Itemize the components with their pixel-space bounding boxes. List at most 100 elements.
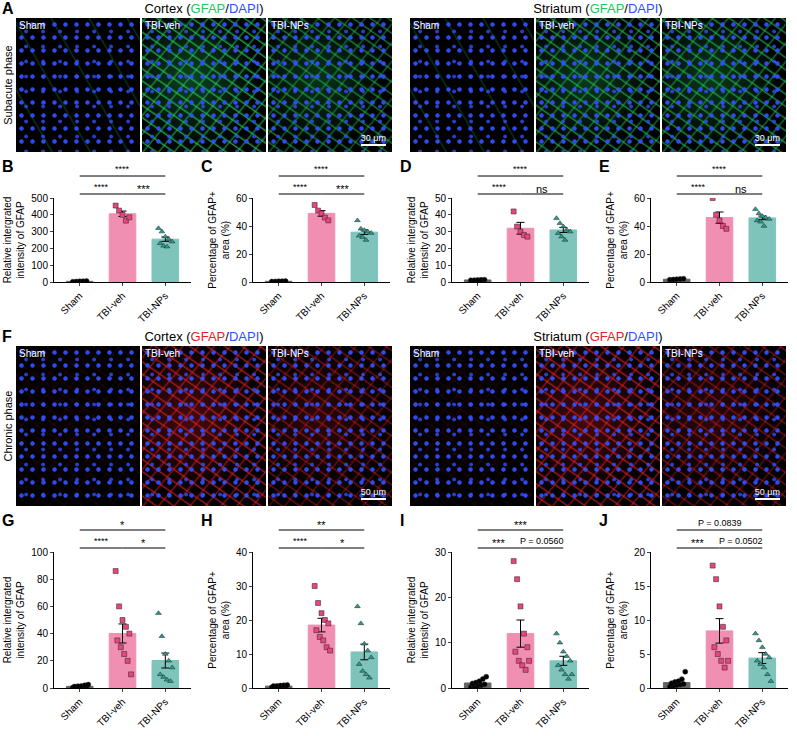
svg-text:****: **** [94, 182, 109, 192]
svg-text:****: **** [115, 164, 130, 174]
svg-text:P = 0.0502: P = 0.0502 [719, 536, 763, 546]
svg-text:Sham: Sham [257, 696, 283, 722]
svg-text:Percentage of GFAP+area (%): Percentage of GFAP+area (%) [605, 571, 629, 669]
svg-text:TBI-NPs: TBI-NPs [733, 696, 767, 730]
svg-text:Percentage of GFAP+area (%): Percentage of GFAP+area (%) [207, 571, 231, 669]
svg-text:****: **** [492, 182, 507, 192]
svg-text:300: 300 [31, 226, 48, 237]
svg-text:60: 60 [37, 601, 49, 612]
svg-text:***: *** [336, 183, 350, 195]
svg-text:10: 10 [435, 637, 447, 648]
svg-text:50: 50 [435, 193, 447, 204]
svg-text:***: *** [137, 183, 151, 195]
svg-text:P = 0.0560: P = 0.0560 [520, 536, 564, 546]
svg-text:Sham: Sham [257, 290, 283, 316]
svg-text:ns: ns [735, 183, 747, 195]
svg-text:****: **** [513, 164, 528, 174]
svg-text:0: 0 [440, 277, 446, 288]
svg-text:Sham: Sham [58, 290, 84, 316]
svg-text:Relative intergratedintensity: Relative intergratedintensity of GFAP [406, 197, 430, 284]
svg-text:400: 400 [31, 209, 48, 220]
svg-text:TBI-veh: TBI-veh [294, 290, 327, 323]
svg-text:*: * [340, 537, 345, 549]
svg-text:****: **** [691, 182, 706, 192]
svg-text:**: ** [317, 519, 326, 531]
svg-text:40: 40 [634, 221, 646, 232]
svg-text:ns: ns [536, 183, 548, 195]
svg-text:10: 10 [236, 649, 248, 660]
svg-text:30: 30 [435, 547, 447, 558]
svg-text:0: 0 [42, 277, 48, 288]
svg-text:15: 15 [634, 581, 646, 592]
svg-text:0: 0 [440, 683, 446, 694]
svg-text:Sham: Sham [655, 290, 681, 316]
svg-text:TBI-NPs: TBI-NPs [534, 696, 568, 730]
svg-text:Sham: Sham [456, 696, 482, 722]
svg-text:P = 0.0839: P = 0.0839 [698, 518, 742, 528]
svg-text:****: **** [94, 536, 109, 546]
svg-text:***: *** [492, 537, 506, 549]
svg-text:0: 0 [241, 683, 247, 694]
svg-text:TBI-veh: TBI-veh [95, 290, 128, 323]
svg-text:Relative intergratedintensity: Relative intergratedintensity of GFAP [2, 577, 26, 664]
svg-text:Percentage of GFAP+area (%): Percentage of GFAP+area (%) [605, 191, 629, 289]
svg-text:60: 60 [634, 193, 646, 204]
html-text:Striatum (GFAP / DAPI): Striatum (GFAP / DAPI) [533, 1, 663, 16]
svg-text:40: 40 [37, 628, 49, 639]
svg-text:Sham: Sham [58, 696, 84, 722]
html-text:Striatum (GFAP / DAPI): Striatum (GFAP / DAPI) [533, 329, 663, 344]
svg-text:TBI-veh: TBI-veh [493, 696, 526, 729]
html-text:Cortex (GFAP / DAPI): Cortex (GFAP / DAPI) [144, 1, 264, 16]
svg-text:Relative intergratedintensity: Relative intergratedintensity of GFAP [2, 197, 26, 284]
svg-text:TBI-veh: TBI-veh [294, 696, 327, 729]
svg-text:****: **** [293, 536, 308, 546]
svg-text:*: * [141, 537, 146, 549]
svg-text:TBI-veh: TBI-veh [95, 696, 128, 729]
svg-text:10: 10 [435, 260, 447, 271]
svg-text:30: 30 [236, 581, 248, 592]
svg-text:0: 0 [241, 277, 247, 288]
svg-text:****: **** [712, 164, 727, 174]
svg-text:20: 20 [435, 592, 447, 603]
svg-text:TBI-veh: TBI-veh [692, 696, 725, 729]
svg-text:40: 40 [236, 547, 248, 558]
svg-text:0: 0 [639, 683, 645, 694]
svg-text:*: * [120, 519, 125, 531]
svg-text:Relative intergratedintensity: Relative intergratedintensity of GFAP [406, 577, 430, 664]
svg-text:TBI-NPs: TBI-NPs [335, 290, 369, 324]
svg-text:40: 40 [236, 221, 248, 232]
svg-text:***: *** [691, 537, 705, 549]
svg-text:100: 100 [31, 260, 48, 271]
svg-text:TBI-NPs: TBI-NPs [136, 290, 170, 324]
svg-text:***: *** [514, 519, 528, 531]
svg-text:TBI-NPs: TBI-NPs [534, 290, 568, 324]
svg-text:TBI-veh: TBI-veh [692, 290, 725, 323]
svg-text:20: 20 [236, 615, 248, 626]
svg-text:5: 5 [639, 649, 645, 660]
svg-text:60: 60 [236, 193, 248, 204]
svg-text:Percentage of GFAP+area (%): Percentage of GFAP+area (%) [207, 191, 231, 289]
svg-text:40: 40 [435, 209, 447, 220]
svg-text:20: 20 [37, 655, 49, 666]
svg-text:****: **** [314, 164, 329, 174]
html-text:Cortex (GFAP / DAPI): Cortex (GFAP / DAPI) [144, 329, 264, 344]
svg-text:200: 200 [31, 243, 48, 254]
svg-text:20: 20 [435, 243, 447, 254]
svg-text:30: 30 [435, 226, 447, 237]
svg-text:80: 80 [37, 574, 49, 585]
svg-text:TBI-NPs: TBI-NPs [136, 696, 170, 730]
svg-text:0: 0 [639, 277, 645, 288]
svg-text:100: 100 [31, 547, 48, 558]
svg-text:Sham: Sham [655, 696, 681, 722]
svg-text:TBI-NPs: TBI-NPs [335, 696, 369, 730]
svg-text:20: 20 [634, 547, 646, 558]
svg-text:****: **** [293, 182, 308, 192]
svg-text:20: 20 [634, 249, 646, 260]
svg-text:Sham: Sham [456, 290, 482, 316]
svg-text:500: 500 [31, 193, 48, 204]
svg-text:0: 0 [42, 683, 48, 694]
svg-text:TBI-veh: TBI-veh [493, 290, 526, 323]
svg-text:TBI-NPs: TBI-NPs [733, 290, 767, 324]
svg-text:20: 20 [236, 249, 248, 260]
svg-text:10: 10 [634, 615, 646, 626]
